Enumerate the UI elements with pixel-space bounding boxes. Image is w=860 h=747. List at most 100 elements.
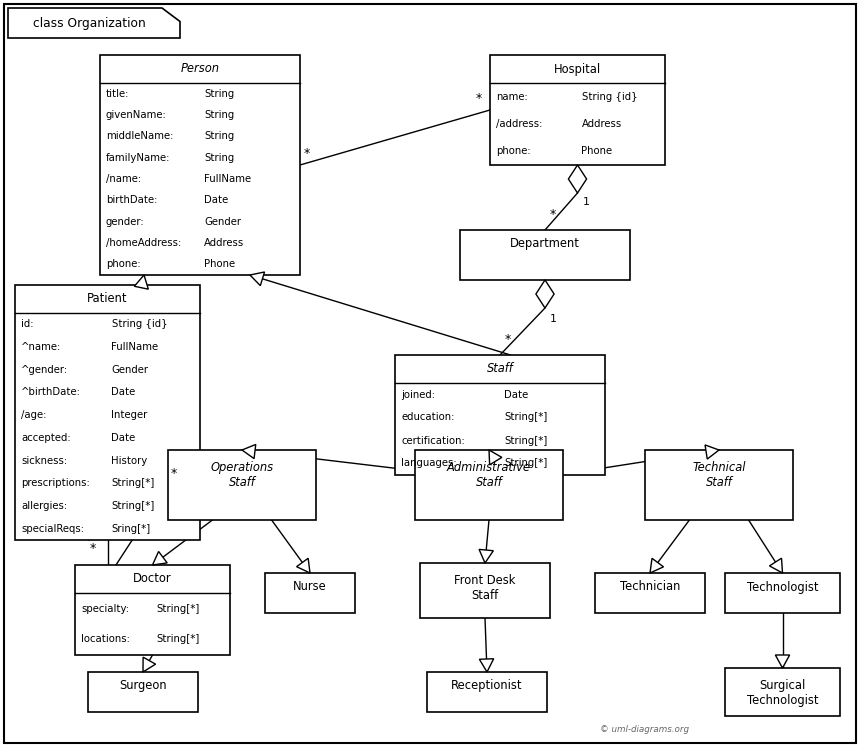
Text: Department: Department xyxy=(510,238,580,250)
Polygon shape xyxy=(536,280,554,308)
Text: History: History xyxy=(112,456,148,465)
Text: String: String xyxy=(204,110,234,120)
Text: Nurse: Nurse xyxy=(293,580,327,594)
Bar xyxy=(420,563,550,618)
Text: Address: Address xyxy=(204,238,244,248)
Polygon shape xyxy=(770,558,783,573)
Text: String[*]: String[*] xyxy=(504,412,547,423)
Text: joined:: joined: xyxy=(401,389,435,400)
Text: education:: education: xyxy=(401,412,454,423)
Text: 1: 1 xyxy=(582,197,589,207)
Text: Address: Address xyxy=(581,119,622,129)
Bar xyxy=(88,672,198,712)
Text: String[*]: String[*] xyxy=(112,478,155,489)
Bar xyxy=(595,573,705,613)
Text: givenName:: givenName: xyxy=(106,110,167,120)
Text: Date: Date xyxy=(112,433,136,443)
Text: /name:: /name: xyxy=(106,174,141,184)
Polygon shape xyxy=(705,445,719,459)
Text: id:: id: xyxy=(21,320,34,329)
Polygon shape xyxy=(8,8,180,38)
Text: familyName:: familyName: xyxy=(106,152,170,163)
Polygon shape xyxy=(297,558,310,573)
Text: locations:: locations: xyxy=(81,634,130,645)
Text: String {id}: String {id} xyxy=(581,92,637,102)
Text: Date: Date xyxy=(204,195,228,205)
Text: String {id}: String {id} xyxy=(112,320,167,329)
Polygon shape xyxy=(776,655,789,668)
Bar xyxy=(168,450,316,520)
Text: Receptionist: Receptionist xyxy=(452,680,523,692)
Text: ^gender:: ^gender: xyxy=(21,365,68,375)
Text: Date: Date xyxy=(504,389,528,400)
Bar xyxy=(427,672,547,712)
Polygon shape xyxy=(650,558,664,573)
Text: Phone: Phone xyxy=(204,259,235,270)
Bar xyxy=(100,55,300,275)
Text: certification:: certification: xyxy=(401,436,464,445)
Polygon shape xyxy=(143,657,156,672)
Text: Hospital: Hospital xyxy=(554,63,601,75)
Text: Surgical
Technologist: Surgical Technologist xyxy=(746,679,818,707)
Bar xyxy=(265,573,355,613)
Text: *: * xyxy=(304,147,310,160)
Text: specialty:: specialty: xyxy=(81,604,129,613)
Text: String[*]: String[*] xyxy=(504,459,547,468)
Text: *: * xyxy=(505,333,511,346)
Text: ^birthDate:: ^birthDate: xyxy=(21,388,81,397)
Text: accepted:: accepted: xyxy=(21,433,71,443)
Text: prescriptions:: prescriptions: xyxy=(21,478,89,489)
Text: middleName:: middleName: xyxy=(106,131,174,141)
Text: name:: name: xyxy=(496,92,528,102)
Text: Administrative
Staff: Administrative Staff xyxy=(447,461,531,489)
Polygon shape xyxy=(479,549,494,563)
Text: Front Desk
Staff: Front Desk Staff xyxy=(454,574,516,602)
Bar xyxy=(460,230,630,280)
Text: Phone: Phone xyxy=(581,146,612,156)
Bar xyxy=(645,450,793,520)
Text: *: * xyxy=(89,542,95,555)
Text: String[*]: String[*] xyxy=(157,634,200,645)
Polygon shape xyxy=(568,165,587,193)
Text: 1: 1 xyxy=(550,314,557,324)
Text: allergies:: allergies: xyxy=(21,501,67,511)
Text: Integer: Integer xyxy=(112,410,148,420)
Text: Staff: Staff xyxy=(487,362,513,376)
Bar xyxy=(15,285,200,540)
Text: String: String xyxy=(204,131,234,141)
Text: Technician: Technician xyxy=(620,580,680,594)
Bar xyxy=(75,565,230,655)
Text: phone:: phone: xyxy=(496,146,531,156)
Text: String: String xyxy=(204,89,234,99)
Text: /homeAddress:: /homeAddress: xyxy=(106,238,181,248)
Text: Gender: Gender xyxy=(204,217,241,226)
Bar xyxy=(725,668,840,716)
Text: Gender: Gender xyxy=(112,365,149,375)
Text: FullName: FullName xyxy=(204,174,251,184)
Text: String: String xyxy=(204,152,234,163)
Text: gender:: gender: xyxy=(106,217,144,226)
Text: class Organization: class Organization xyxy=(33,16,145,29)
Text: specialReqs:: specialReqs: xyxy=(21,524,84,533)
Text: Operations
Staff: Operations Staff xyxy=(211,461,273,489)
Text: ^name:: ^name: xyxy=(21,342,61,352)
Text: © uml-diagrams.org: © uml-diagrams.org xyxy=(600,725,689,734)
Bar xyxy=(490,55,665,165)
Text: phone:: phone: xyxy=(106,259,141,270)
Bar xyxy=(725,573,840,613)
Polygon shape xyxy=(479,659,494,672)
Text: Sring[*]: Sring[*] xyxy=(112,524,150,533)
Text: /age:: /age: xyxy=(21,410,46,420)
Text: *: * xyxy=(476,92,482,105)
Text: Technical
Staff: Technical Staff xyxy=(692,461,746,489)
Bar xyxy=(395,355,605,475)
Text: Surgeon: Surgeon xyxy=(120,680,167,692)
Polygon shape xyxy=(152,551,167,565)
Text: title:: title: xyxy=(106,89,129,99)
Text: Technologist: Technologist xyxy=(746,580,818,594)
Text: String[*]: String[*] xyxy=(157,604,200,613)
Polygon shape xyxy=(242,444,255,459)
Bar xyxy=(415,450,563,520)
Text: Date: Date xyxy=(112,388,136,397)
Text: FullName: FullName xyxy=(112,342,158,352)
